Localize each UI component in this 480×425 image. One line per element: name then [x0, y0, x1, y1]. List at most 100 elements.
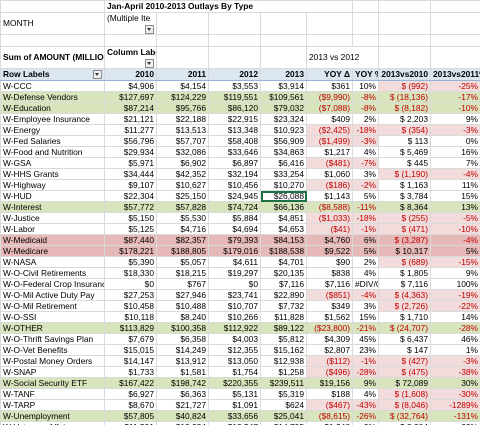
value-cell: $1,060 [306, 168, 353, 180]
value-cell: -8% [352, 91, 379, 103]
row-label: W-O-SSI [0, 311, 105, 323]
row-filter-icon[interactable] [93, 70, 102, 79]
value-cell: $33,254 [260, 168, 307, 180]
value-cell: $ 8,364 [378, 201, 431, 213]
value-cell: $10,458 [104, 300, 157, 312]
data-row: W-TARP $8,670 $21,727 $1,091 $624 ($467) -43% $… [0, 399, 480, 411]
value-cell: $18,330 [104, 267, 157, 279]
value-cell: $ (992) [378, 80, 431, 92]
value-cell: $21,727 [156, 399, 209, 411]
row-label: W-Medicaid [0, 234, 105, 246]
value-cell: -22% [430, 300, 480, 312]
value-cell: 13% [430, 201, 480, 213]
column-label[interactable]: Column Labe [104, 46, 157, 69]
value-cell: $ 2,203 [378, 113, 431, 125]
value-cell: $13,912 [156, 355, 209, 367]
data-row: W-NASA $5,390 $5,057 $4,611 $4,701 $90 2% $ (68… [0, 256, 480, 268]
value-cell: $ 3,784 [378, 190, 431, 202]
value-cell: $11,591 [104, 421, 157, 425]
value-cell: 9% [352, 377, 379, 389]
value-cell: $220,355 [208, 377, 261, 389]
value-cell: ($186) [306, 179, 353, 191]
value-cell: $361 [306, 80, 353, 92]
row-label: W-Labor [0, 223, 105, 235]
row-label: W-O-Mil Active Duty Pay [0, 289, 105, 301]
filter-icon[interactable] [145, 25, 154, 34]
value-cell: $ (471) [378, 223, 431, 235]
column-header: 2013vs2010 [378, 68, 431, 81]
sheet-title: Jan-April 2010-2013 Outlays By Type [104, 0, 353, 13]
column-header[interactable]: Row Labels [0, 68, 105, 81]
value-cell: $167,422 [104, 377, 157, 389]
value-cell: $ 1,163 [378, 179, 431, 191]
value-cell: $178,221 [104, 245, 157, 257]
value-cell: $10,270 [260, 179, 307, 191]
data-row: W-Postal Money Orders $14,147 $13,912 $13,0… [0, 355, 480, 367]
value-cell: $14,249 [156, 344, 209, 356]
value-cell: $26,088 [260, 190, 307, 202]
data-row: W-Employee Insurance $21,121 $22,188 $22,91… [0, 113, 480, 125]
value-cell: $ 3,204 [378, 421, 431, 425]
value-cell: -3% [430, 124, 480, 136]
value-cell: $4,701 [260, 256, 307, 268]
data-row: W-Labor $5,125 $4,716 $4,694 $4,653 ($41) -1% $… [0, 223, 480, 235]
row-label: W-O-Mil Retirement [0, 300, 105, 312]
column-header: YOY % [352, 68, 379, 81]
value-cell: $ 10,317 [378, 245, 431, 257]
value-cell: $3,553 [208, 80, 261, 92]
value-cell: $13,547 [208, 421, 261, 425]
row-label: W-Unemployment [0, 410, 105, 422]
value-cell: $1,248 [306, 421, 353, 425]
value-cell: $18,215 [156, 267, 209, 279]
value-cell: $6,416 [260, 157, 307, 169]
value-cell: 3% [352, 168, 379, 180]
filter-value[interactable]: (Multiple Ite [104, 12, 157, 35]
value-cell: $5,319 [260, 388, 307, 400]
data-row: W-Defense Vendors $127,697 $124,229 $119,55… [0, 91, 480, 103]
column-filter-icon[interactable] [145, 59, 154, 68]
data-row: W-GSA $5,971 $6,902 $6,897 $6,416 ($481) -7% $ … [0, 157, 480, 169]
value-cell: $4,760 [306, 234, 353, 246]
value-cell: $10,488 [156, 300, 209, 312]
row-label: W-Defense Vendors [0, 91, 105, 103]
value-cell: 22% [430, 421, 480, 425]
value-cell: $79,393 [208, 234, 261, 246]
value-cell: $188,805 [156, 245, 209, 257]
value-cell: -1% [352, 355, 379, 367]
value-cell: $86,120 [208, 102, 261, 114]
value-cell: $1,754 [208, 366, 261, 378]
value-cell: $ (354) [378, 124, 431, 136]
group-label: 2013 vs 2012 [306, 46, 379, 69]
value-cell: $42,352 [156, 168, 209, 180]
value-cell: -1289% [430, 399, 480, 411]
data-row: W-CCC $4,906 $4,154 $3,553 $3,914 $361 10% $ (9… [0, 80, 480, 92]
value-cell: 46% [430, 333, 480, 345]
value-cell: 16% [430, 146, 480, 158]
value-cell: $1,733 [104, 366, 157, 378]
value-cell: $11,277 [104, 124, 157, 136]
value-cell: $838 [306, 267, 353, 279]
value-cell: $3,914 [260, 80, 307, 92]
value-cell: $112,922 [208, 322, 261, 334]
row-label: W-CCC [0, 80, 105, 92]
value-cell: ($851) [306, 289, 353, 301]
row-label: W-O-Civil Retirements [0, 267, 105, 279]
value-cell: $15,015 [104, 344, 157, 356]
value-cell: $5,390 [104, 256, 157, 268]
row-label: W-Employee Insurance [0, 113, 105, 125]
value-cell: 7% [430, 157, 480, 169]
value-cell: -10% [430, 223, 480, 235]
value-cell: -28% [430, 322, 480, 334]
value-cell: $5,530 [156, 212, 209, 224]
value-cell: 23% [352, 344, 379, 356]
value-cell: $1,258 [260, 366, 307, 378]
value-cell: $4,003 [208, 333, 261, 345]
data-row: W-SNAP $1,733 $1,581 $1,754 $1,258 ($496) -28%… [0, 366, 480, 378]
value-cell: -3% [352, 135, 379, 147]
data-row: W-Veterans Affairs$11,591$13,334$13,547$… [0, 421, 480, 425]
data-row: W-Justice $5,150 $5,530 $5,884 $4,851 ($1,033… [0, 212, 480, 224]
value-cell: $10,456 [208, 179, 261, 191]
value-cell: $198,742 [156, 377, 209, 389]
value-cell: -10% [430, 102, 480, 114]
